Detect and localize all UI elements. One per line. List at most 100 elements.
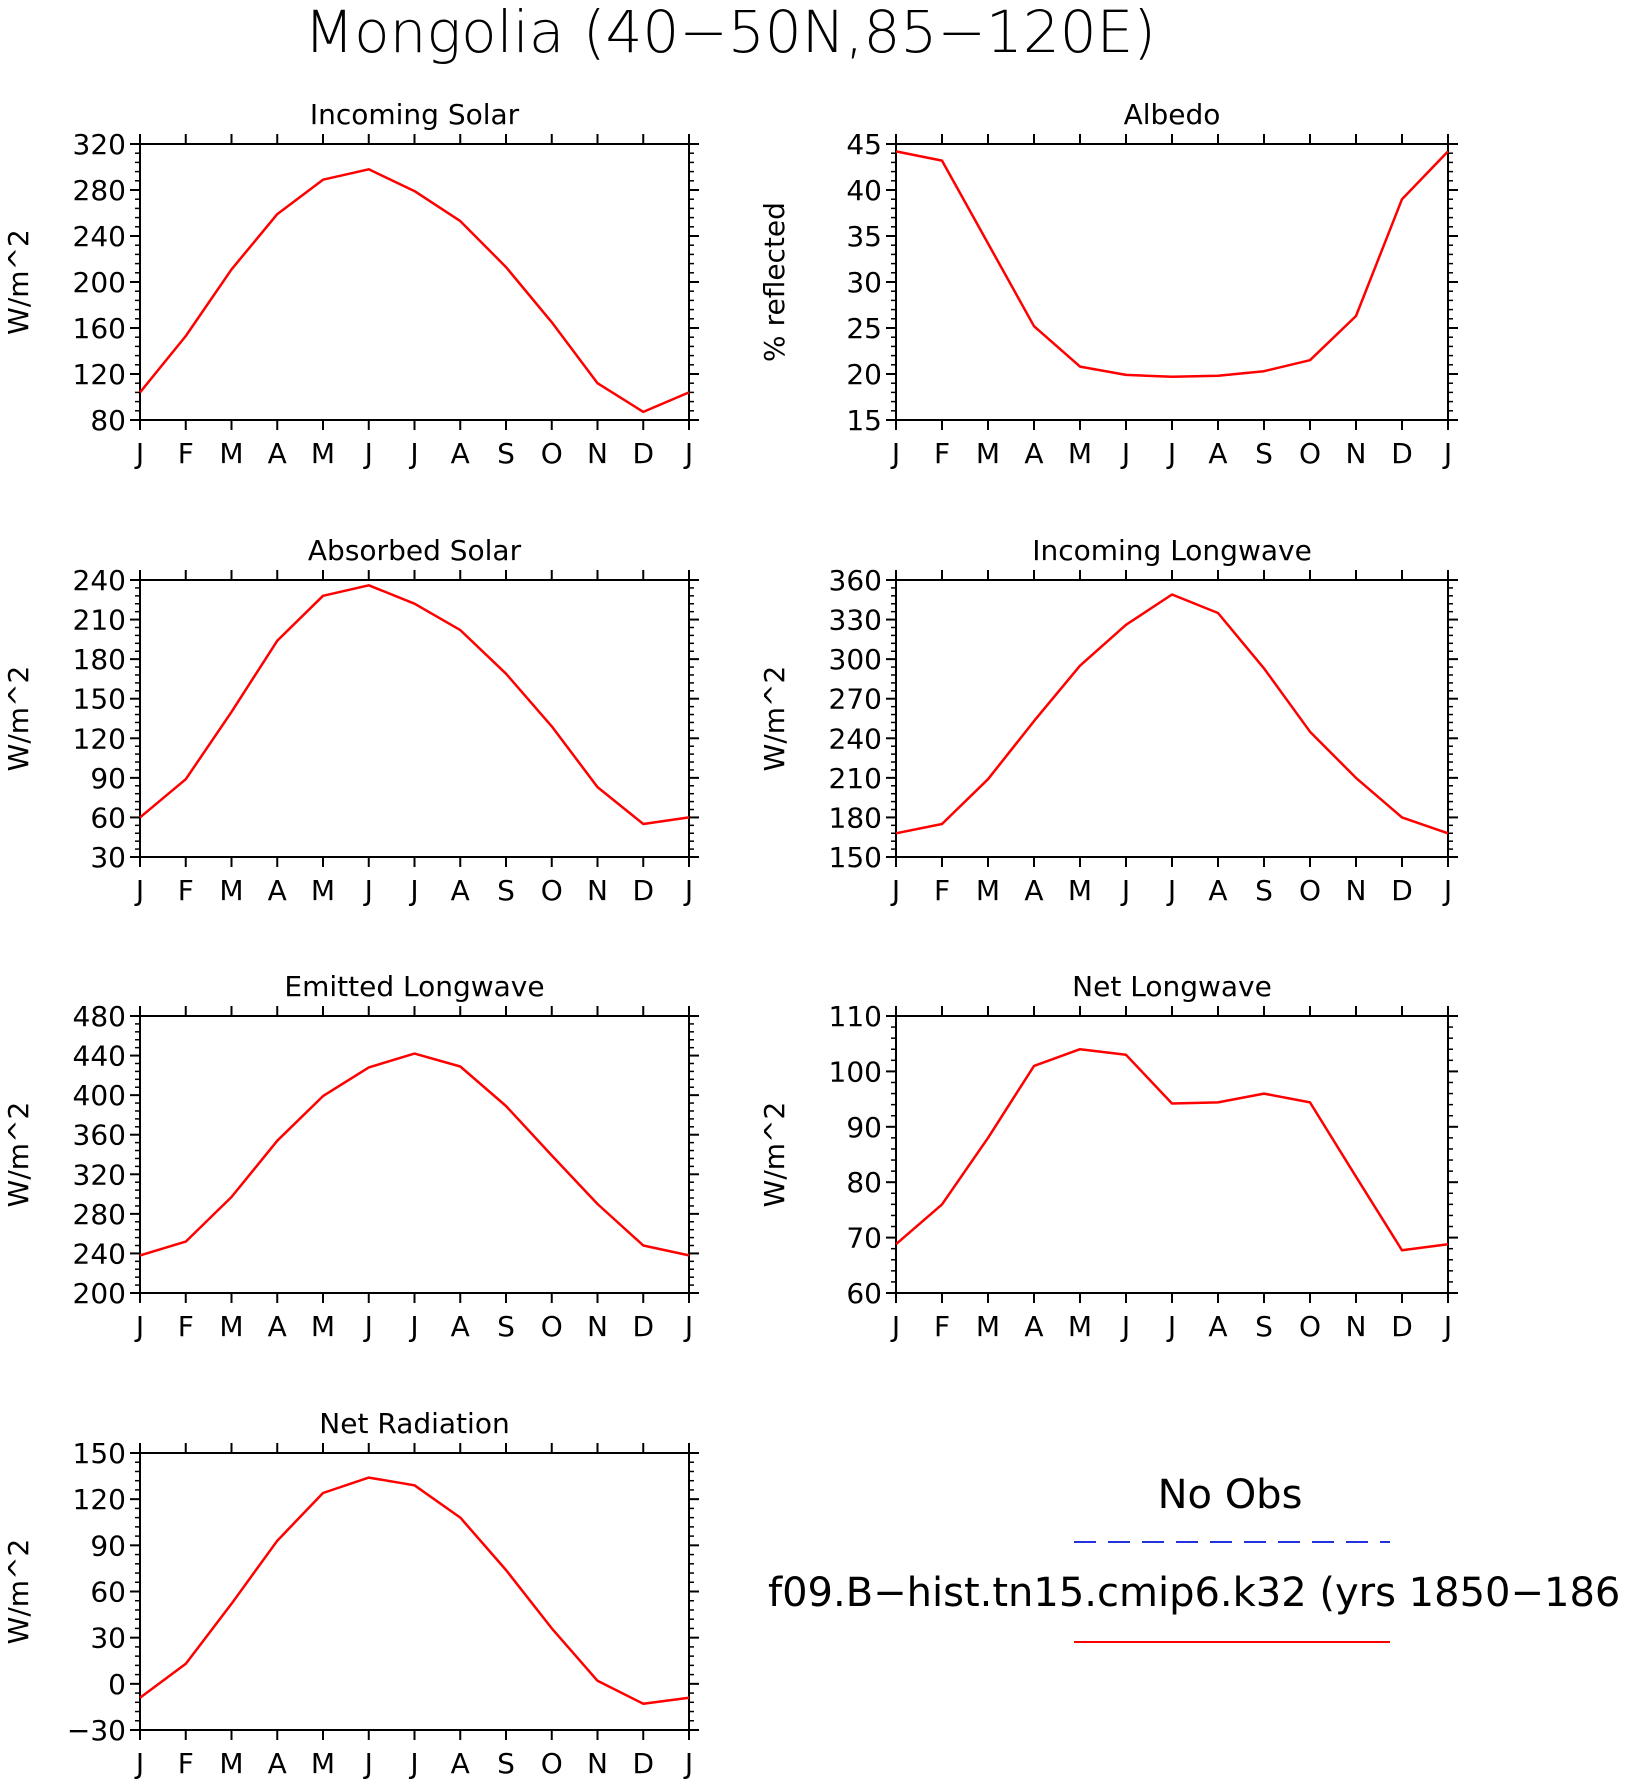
albedo-y-tick-label: 15 (846, 404, 882, 437)
albedo-x-tick-label: O (1299, 437, 1321, 470)
net-radiation-x-tick-label: J (683, 1747, 693, 1780)
net-longwave-title: Net Longwave (1072, 970, 1272, 1003)
incoming-solar-y-tick-label: 200 (73, 266, 126, 299)
absorbed-solar-x-tick-label: M (219, 874, 243, 907)
absorbed-solar-x-tick-label: M (311, 874, 335, 907)
incoming-solar-title: Incoming Solar (310, 98, 520, 131)
net-radiation-y-axis-label: W/m^2 (2, 1539, 35, 1645)
absorbed-solar-panel: J F M A M J J A S O N D J306090120150180210240Absorb… (2, 534, 699, 907)
albedo-y-tick-label: 25 (846, 312, 882, 345)
incoming-solar-y-tick-label: 160 (73, 312, 126, 345)
incoming-longwave-y-tick-label: 360 (829, 564, 882, 597)
incoming-longwave-x-tick-label: N (1346, 874, 1367, 907)
net-radiation-x-tick-label: J (408, 1747, 418, 1780)
emitted-longwave-x-tick-label: N (587, 1310, 608, 1343)
incoming-longwave-x-tick-label: O (1299, 874, 1321, 907)
incoming-longwave-x-tick-label: A (1024, 874, 1043, 907)
net-longwave-x-tick-label: O (1299, 1310, 1321, 1343)
incoming-longwave-series-line (895, 593, 1449, 835)
net-longwave-x-tick-label: J (1166, 1310, 1176, 1343)
emitted-longwave-x-tick-label: A (451, 1310, 470, 1343)
absorbed-solar-x-tick-label: D (632, 874, 654, 907)
net-longwave-series-line (895, 1047, 1449, 1252)
net-radiation-y-tick-label: −30 (67, 1714, 126, 1747)
incoming-solar-x-tick-label: A (451, 437, 470, 470)
incoming-longwave-frame (895, 579, 1449, 858)
net-radiation-frame (139, 1452, 690, 1731)
incoming-longwave-x-tick-label: F (934, 874, 950, 907)
absorbed-solar-x-tick-label: A (268, 874, 287, 907)
incoming-solar-x-tick-label: F (178, 437, 194, 470)
emitted-longwave-x-tick-label: J (683, 1310, 693, 1343)
emitted-longwave-x-tick-label: M (311, 1310, 335, 1343)
albedo-x-tick-label: J (1442, 437, 1452, 470)
albedo-y-tick-label: 40 (846, 174, 882, 207)
incoming-longwave-x-tick-label: J (1442, 874, 1452, 907)
net-radiation-y-tick-label: 0 (108, 1668, 126, 1701)
net-radiation-series-line (139, 1476, 690, 1706)
emitted-longwave-y-tick-label: 440 (73, 1040, 126, 1073)
albedo-x-tick-label: M (976, 437, 1000, 470)
emitted-longwave-series-line (139, 1052, 690, 1257)
net-radiation-x-tick-label: N (587, 1747, 608, 1780)
net-longwave-x-tick-label: S (1255, 1310, 1273, 1343)
incoming-longwave-x-tick-label: J (1120, 874, 1130, 907)
emitted-longwave-y-tick-label: 240 (73, 1237, 126, 1270)
incoming-longwave-y-tick-label: 240 (829, 722, 882, 755)
net-longwave-x-tick-label: J (890, 1310, 900, 1343)
net-radiation-x-tick-label: S (497, 1747, 515, 1780)
incoming-solar-x-tick-label: M (219, 437, 243, 470)
albedo-x-tick-label: J (1166, 437, 1176, 470)
incoming-solar-x-tick-label: J (683, 437, 693, 470)
absorbed-solar-x-tick-label: O (541, 874, 563, 907)
incoming-solar-x-tick-label: M (311, 437, 335, 470)
net-radiation-y-tick-label: 120 (73, 1483, 126, 1516)
net-longwave-y-axis-label: W/m^2 (758, 1102, 791, 1208)
emitted-longwave-y-tick-label: 200 (73, 1277, 126, 1310)
absorbed-solar-x-tick-label: J (363, 874, 373, 907)
absorbed-solar-x-tick-label: F (178, 874, 194, 907)
net-longwave-x-tick-label: A (1024, 1310, 1043, 1343)
albedo-x-tick-label: D (1391, 437, 1413, 470)
albedo-x-tick-label: N (1346, 437, 1367, 470)
incoming-solar-y-tick-label: 80 (90, 404, 126, 437)
albedo-y-tick-label: 35 (846, 220, 882, 253)
incoming-longwave-y-tick-label: 180 (829, 801, 882, 834)
albedo-x-tick-label: F (934, 437, 950, 470)
net-radiation-title: Net Radiation (319, 1407, 509, 1440)
net-longwave-y-tick-label: 90 (846, 1111, 882, 1144)
incoming-solar-series-line (139, 168, 690, 414)
emitted-longwave-y-axis-label: W/m^2 (2, 1102, 35, 1208)
incoming-solar-x-tick-label: O (541, 437, 563, 470)
incoming-longwave-x-tick-label: S (1255, 874, 1273, 907)
net-radiation-y-tick-label: 150 (73, 1437, 126, 1470)
albedo-frame (895, 143, 1449, 421)
net-longwave-x-tick-label: A (1208, 1310, 1227, 1343)
absorbed-solar-y-tick-label: 120 (73, 722, 126, 755)
net-longwave-frame (895, 1015, 1449, 1294)
net-radiation-x-tick-label: M (219, 1747, 243, 1780)
incoming-solar-x-tick-label: N (587, 437, 608, 470)
net-longwave-y-tick-label: 60 (846, 1277, 882, 1310)
net-radiation-y-tick-label: 60 (90, 1576, 126, 1609)
emitted-longwave-x-tick-label: F (178, 1310, 194, 1343)
incoming-solar-y-tick-label: 240 (73, 220, 126, 253)
emitted-longwave-frame (139, 1015, 690, 1294)
net-longwave-y-tick-label: 100 (829, 1055, 882, 1088)
incoming-solar-x-tick-label: S (497, 437, 515, 470)
emitted-longwave-y-tick-label: 360 (73, 1119, 126, 1152)
absorbed-solar-y-tick-label: 240 (73, 564, 126, 597)
incoming-solar-x-tick-label: A (268, 437, 287, 470)
net-radiation-x-tick-label: M (311, 1747, 335, 1780)
incoming-solar-x-tick-label: J (134, 437, 144, 470)
incoming-longwave-y-tick-label: 210 (829, 762, 882, 795)
absorbed-solar-x-tick-label: N (587, 874, 608, 907)
absorbed-solar-x-tick-label: S (497, 874, 515, 907)
incoming-longwave-x-tick-label: A (1208, 874, 1227, 907)
net-longwave-x-tick-label: M (976, 1310, 1000, 1343)
net-longwave-y-tick-label: 110 (829, 1000, 882, 1033)
albedo-y-axis-label: % reflected (758, 202, 791, 362)
emitted-longwave-y-tick-label: 280 (73, 1198, 126, 1231)
incoming-longwave-title: Incoming Longwave (1032, 534, 1312, 567)
